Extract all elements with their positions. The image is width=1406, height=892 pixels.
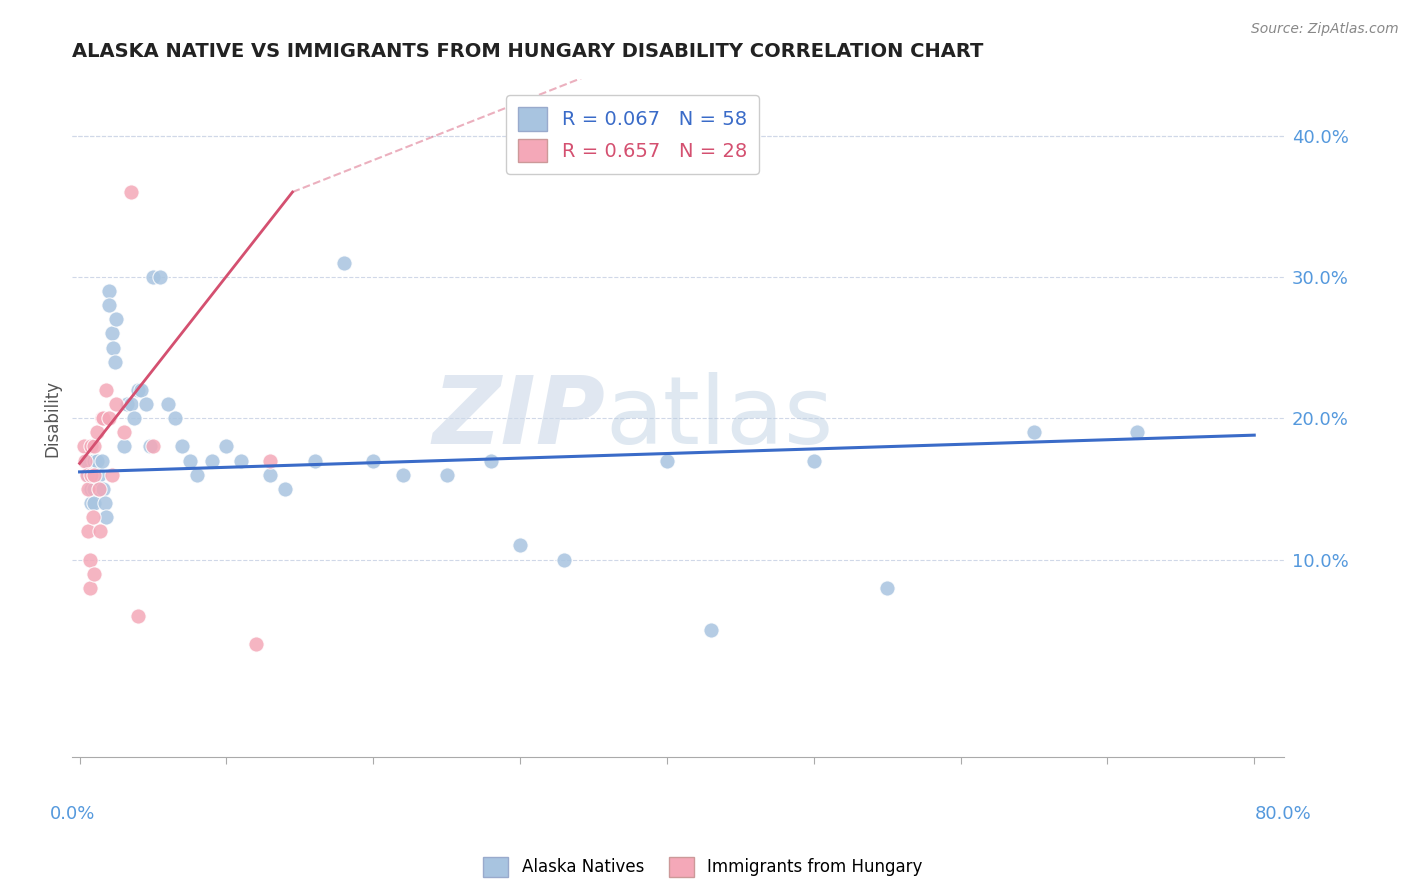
Point bbox=[86, 453, 108, 467]
Point bbox=[104, 354, 127, 368]
Point bbox=[76, 453, 98, 467]
Point bbox=[82, 510, 104, 524]
Point bbox=[333, 256, 356, 270]
Point bbox=[94, 383, 117, 397]
Point bbox=[83, 496, 105, 510]
Point bbox=[83, 453, 105, 467]
Point bbox=[122, 411, 145, 425]
Point bbox=[91, 411, 114, 425]
Point bbox=[80, 440, 103, 454]
Point bbox=[93, 496, 115, 510]
Point bbox=[105, 312, 128, 326]
Point bbox=[361, 453, 384, 467]
Point bbox=[112, 440, 135, 454]
Point bbox=[79, 552, 101, 566]
Point bbox=[274, 482, 297, 496]
Point bbox=[700, 623, 723, 637]
Text: 80.0%: 80.0% bbox=[1256, 805, 1312, 823]
Point bbox=[245, 637, 267, 651]
Point bbox=[149, 269, 172, 284]
Point bbox=[1126, 425, 1149, 440]
Point bbox=[135, 397, 157, 411]
Point bbox=[803, 453, 825, 467]
Point bbox=[479, 453, 502, 467]
Point bbox=[553, 552, 575, 566]
Point bbox=[127, 609, 149, 624]
Point bbox=[1022, 425, 1045, 440]
Point bbox=[97, 298, 120, 312]
Point bbox=[91, 482, 114, 496]
Legend: R = 0.067   N = 58, R = 0.657   N = 28: R = 0.067 N = 58, R = 0.657 N = 28 bbox=[506, 95, 759, 174]
Point bbox=[83, 467, 105, 482]
Point bbox=[172, 440, 194, 454]
Point bbox=[83, 482, 105, 496]
Legend: Alaska Natives, Immigrants from Hungary: Alaska Natives, Immigrants from Hungary bbox=[477, 850, 929, 884]
Point bbox=[87, 482, 110, 496]
Point bbox=[436, 467, 458, 482]
Point bbox=[115, 397, 138, 411]
Point bbox=[201, 453, 224, 467]
Point bbox=[142, 269, 165, 284]
Point bbox=[655, 453, 678, 467]
Point bbox=[89, 524, 111, 539]
Point bbox=[179, 453, 201, 467]
Point bbox=[127, 383, 149, 397]
Point bbox=[163, 411, 186, 425]
Point bbox=[90, 453, 112, 467]
Point bbox=[304, 453, 326, 467]
Point bbox=[83, 440, 105, 454]
Point bbox=[129, 383, 152, 397]
Point bbox=[79, 482, 101, 496]
Point bbox=[97, 284, 120, 298]
Point bbox=[876, 581, 898, 595]
Text: atlas: atlas bbox=[605, 372, 834, 464]
Point bbox=[259, 453, 281, 467]
Point bbox=[391, 467, 413, 482]
Point bbox=[87, 482, 110, 496]
Point bbox=[105, 397, 128, 411]
Point bbox=[76, 467, 98, 482]
Y-axis label: Disability: Disability bbox=[44, 380, 60, 457]
Point bbox=[229, 453, 252, 467]
Point bbox=[101, 467, 124, 482]
Point bbox=[83, 467, 105, 482]
Point bbox=[83, 566, 105, 581]
Point bbox=[90, 411, 112, 425]
Point bbox=[120, 185, 142, 199]
Text: Source: ZipAtlas.com: Source: ZipAtlas.com bbox=[1251, 22, 1399, 37]
Text: 0.0%: 0.0% bbox=[49, 805, 96, 823]
Point bbox=[139, 440, 162, 454]
Point bbox=[156, 397, 179, 411]
Point bbox=[215, 440, 238, 454]
Point bbox=[103, 341, 125, 355]
Point bbox=[80, 496, 103, 510]
Point bbox=[186, 467, 208, 482]
Point bbox=[76, 467, 98, 482]
Point bbox=[86, 425, 108, 440]
Point bbox=[142, 440, 165, 454]
Point bbox=[97, 411, 120, 425]
Point bbox=[80, 482, 103, 496]
Point bbox=[79, 581, 101, 595]
Point bbox=[75, 453, 97, 467]
Point bbox=[509, 538, 531, 552]
Point bbox=[259, 467, 281, 482]
Point bbox=[101, 326, 124, 341]
Point bbox=[112, 425, 135, 440]
Point bbox=[73, 440, 96, 454]
Point bbox=[80, 467, 103, 482]
Point bbox=[94, 510, 117, 524]
Point bbox=[77, 524, 100, 539]
Point bbox=[82, 467, 104, 482]
Text: ALASKA NATIVE VS IMMIGRANTS FROM HUNGARY DISABILITY CORRELATION CHART: ALASKA NATIVE VS IMMIGRANTS FROM HUNGARY… bbox=[72, 42, 984, 61]
Point bbox=[87, 467, 110, 482]
Point bbox=[77, 482, 100, 496]
Point bbox=[77, 467, 100, 482]
Text: ZIP: ZIP bbox=[433, 372, 605, 464]
Point bbox=[120, 397, 142, 411]
